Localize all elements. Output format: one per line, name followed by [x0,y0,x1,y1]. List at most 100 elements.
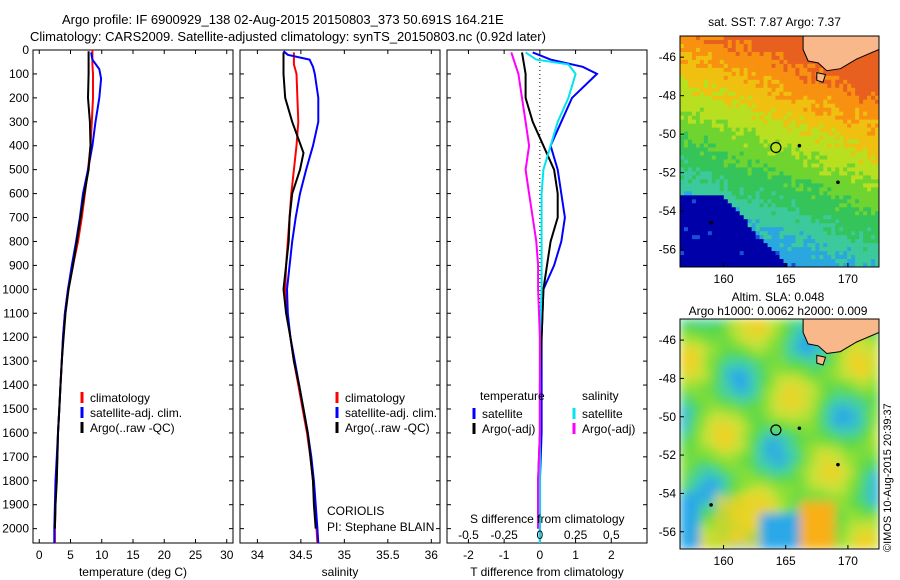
depth-tick-label: 1500 [2,402,29,416]
map_sst-frame [679,35,880,268]
x-tick-label: 2 [608,548,615,562]
lat-tick-label: -46 [659,333,677,347]
x-tick-label: 20 [158,548,172,562]
lat-tick-label: -48 [659,371,677,385]
x-tick-label-top: 0 [537,528,544,542]
sla-map-title-line2: Argo h1000: 0.0062 h2000: 0.009 [689,304,868,318]
lat-tick-label: -50 [659,127,677,141]
difference-panel: -2 -1 0 1 2 T difference from climatology temp… [446,49,648,579]
salinity-axes-box [239,49,441,544]
depth-tick-label: 1100 [3,306,29,320]
x-tick-label-top: 0.25 [564,528,588,542]
depth-tick-label: 600 [9,187,29,201]
lat-tick-label: -48 [659,89,677,103]
map_sst-panel: -46 -48 -50 -52 -54 -56 160 165 170 sat. SST: 7.8… [659,15,880,286]
lat-tick-label: -54 [659,204,677,218]
sst-map-title: sat. SST: 7.87 Argo: 7.37 [708,15,841,29]
lon-tick-label: 170 [838,554,858,568]
temperature-axes-box [32,49,234,544]
figure-title-line1: Argo profile: IF 6900929_138 02-Aug-2015… [62,12,504,27]
depth-tick-label: 2000 [2,522,29,536]
temperature-xlabel: temperature (deg C) [79,565,187,579]
legend-entry: satellite-adj. clim. [90,406,182,420]
lon-tick-label: 160 [714,272,734,286]
x-tick-label: 35.5 [376,548,400,562]
x-tick-label-top: 0.5 [603,528,620,542]
difference-xlabel: T difference from climatology [470,565,624,579]
legend-entry: Argo(-adj) [582,422,635,436]
map_sla-panel: -46 -48 -50 -52 -54 -56 160 165 170 Altim. SLA: 0… [659,290,880,568]
small-island [836,462,840,467]
land-mass [802,319,879,355]
x-tick-label: -1 [499,548,510,562]
legend-entry: Argo(..raw -QC) [345,421,430,435]
x-tick-label: 34 [251,548,265,562]
depth-tick-label: 100 [9,67,29,81]
land-mass [802,36,879,72]
depth-tick-label: 1300 [2,354,29,368]
depth-tick-label: 1700 [2,450,29,464]
figure-title-line2: Climatology: CARS2009. Satellite-adjuste… [30,29,546,44]
depth-tick-label: 500 [9,163,29,177]
depth-tick-label: 1900 [2,498,29,512]
lat-tick-label: -52 [659,166,677,180]
pi-label: PI: Stephane BLAIN [327,520,434,534]
difference-series-s-argo-adj [510,52,541,529]
x-tick-label: -2 [463,548,474,562]
depth-tick-label: 400 [9,139,29,153]
lat-tick-label: -56 [659,525,677,539]
x-tick-label-top: -0.5 [458,528,479,542]
legend-entry: climatology [345,391,405,405]
data-centre-label: CORIOLIS [327,504,384,518]
legend-s-title: salinity [582,389,619,403]
small-island [836,180,840,185]
legend-entry: satellite-adj. clim. [345,406,437,420]
x-tick-label: 35 [338,548,352,562]
depth-tick-label: 200 [9,91,29,105]
sla-map-title-line1: Altim. SLA: 0.048 [732,290,825,304]
difference-xlabel-top: S difference from climatology [470,512,625,526]
legend-entry: climatology [90,391,150,405]
temperature-panel: 0100200300400500600700800900100011001200… [2,43,233,579]
legend-entry: Argo(-adj) [482,422,535,436]
x-tick-label: 5 [67,548,74,562]
depth-tick-label: 1600 [2,426,29,440]
map_sst-field [680,36,879,267]
island [816,354,827,366]
x-tick-label: 10 [95,548,109,562]
x-tick-label-top: -0.25 [490,528,518,542]
x-tick-label: 30 [220,548,234,562]
temperature-series-argo-raw-qc [53,51,92,529]
depth-tick-label: 1400 [2,378,29,392]
lat-tick-label: -46 [659,50,677,64]
legend-t-title: temperature [480,389,545,403]
salinity-series-argo-raw-qc [282,52,317,529]
small-island [797,143,802,148]
lat-tick-label: -50 [659,410,677,424]
map_sla-field [680,319,879,549]
x-tick-label: 34.5 [289,548,313,562]
legend-entry: satellite [582,407,623,421]
island [816,71,827,83]
lon-tick-label: 160 [714,554,734,568]
lat-tick-label: -52 [659,448,677,462]
imos-timestamp: ©IMOS 10-Aug-2015 20:39:37 [882,403,894,552]
x-tick-label: 1 [572,548,579,562]
salinity-panel: 34 34.5 35 35.5 36 salinity climatologysatelli… [239,49,441,579]
x-tick-label: 36 [425,548,439,562]
small-island [709,220,713,225]
difference-series-t-satellite [532,51,599,543]
depth-tick-label: 0 [22,43,29,57]
argo-position-marker [770,424,782,436]
legend-entry: satellite [482,407,523,421]
lat-tick-label: -54 [659,486,677,500]
depth-tick-label: 300 [9,115,29,129]
salinity-xlabel: salinity [322,565,359,579]
x-tick-label: 0 [36,548,43,562]
small-island [709,503,713,507]
difference-axes-box [446,49,648,544]
lon-tick-label: 170 [838,272,858,286]
argo-position-marker [770,141,782,154]
x-tick-label: 15 [126,548,140,562]
